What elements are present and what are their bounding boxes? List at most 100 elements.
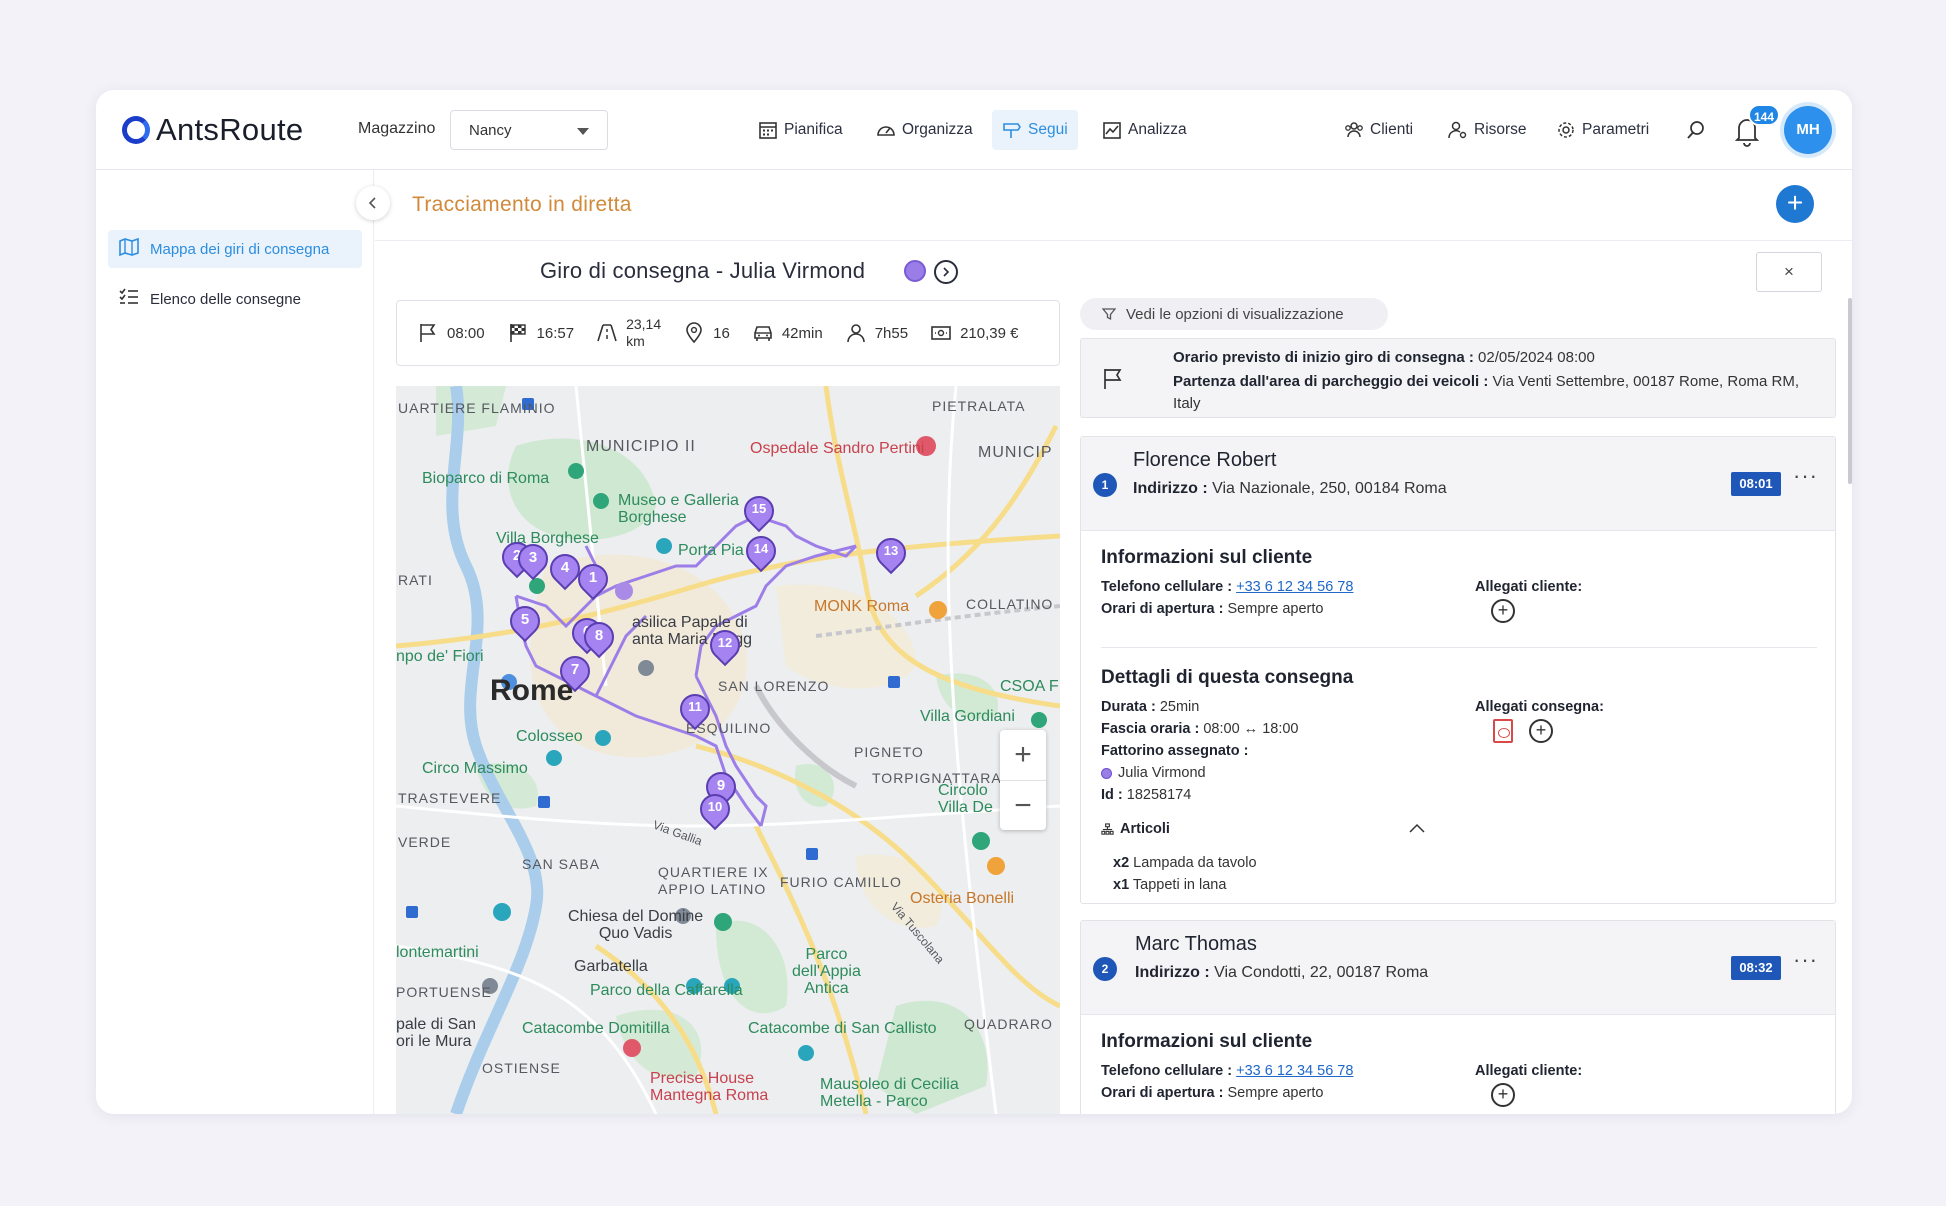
map-stop-pin[interactable]: 7 [553,649,597,694]
nav-organizza[interactable]: Organizza [866,110,983,150]
eta-badge: 08:32 [1731,956,1781,980]
stat-work-time: 7h55 [845,322,908,344]
nav-risorse[interactable]: Risorse [1438,110,1537,150]
map-stop-pin[interactable]: 15 [737,489,781,534]
delivery-card: 1 Florence Robert Indirizzo : Via Nazion… [1080,436,1836,904]
nav-parametri[interactable]: Parametri [1546,110,1659,150]
close-button[interactable]: × [1756,252,1822,292]
pdf-file-icon[interactable] [1493,719,1513,743]
eta-badge: 08:01 [1731,472,1781,496]
stat-cost-value: 210,39 € [960,324,1019,342]
chevron-right-icon [943,267,950,277]
pin-number: 12 [717,635,733,650]
map-stop-pin[interactable]: 3 [511,537,555,582]
warehouse-value: Nancy [469,121,512,139]
map-label-osteria: Osteria Bonelli [910,890,1015,907]
map-label-esquilino: ESQUILINO [686,720,772,736]
add-client-attachment-button[interactable]: + [1491,599,1515,623]
search-button[interactable] [1676,110,1716,150]
nav-pianifica-label: Pianifica [784,121,843,138]
nav-analizza[interactable]: Analizza [1092,110,1197,150]
departure-area: Partenza dall'area di parcheggio dei vei… [1173,371,1813,415]
phone-link[interactable]: +33 6 12 34 56 78 [1236,1063,1354,1079]
flag-icon [420,324,436,342]
map-view[interactable]: UARTIERE FLAMINIO MUNICIPIO II PIETRALAT… [396,386,1060,1114]
nav-segui[interactable]: Segui [992,110,1078,150]
sidebar: Mappa dei giri di consegna Elenco delle … [96,170,374,1114]
map-label-municip: MUNICIP [978,444,1053,461]
sidebar-item-map[interactable]: Mappa dei giri di consegna [108,230,362,268]
articles-toggle[interactable]: Articoli [1101,821,1170,837]
panel-scrollbar[interactable] [1848,298,1852,484]
delivery-card-header[interactable]: 1 Florence Robert Indirizzo : Via Nazion… [1081,437,1835,531]
add-client-attachment-button[interactable]: + [1491,1083,1515,1107]
hours-label: Orari di apertura : [1101,601,1224,617]
map-stop-pin[interactable]: 12 [703,623,747,668]
map-stop-pin[interactable]: 10 [693,787,737,832]
more-options-icon[interactable]: ··· [1793,947,1818,972]
map-stop-pin[interactable]: 13 [869,531,913,576]
map-stop-pin[interactable]: 11 [673,687,717,732]
pin-number: 10 [707,799,723,814]
more-options-icon[interactable]: ··· [1793,463,1818,488]
notifications-badge: 144 [1748,104,1781,126]
map-label-pietralata: PIETRALATA [932,398,1026,414]
map-label-pigneto: PIGNETO [854,744,924,760]
stat-cost: 210,39 € [930,322,1018,344]
hours-row: Orari di apertura : Sempre aperto [1101,1085,1323,1101]
list-icon [118,286,140,312]
add-delivery-attachment-button[interactable]: + [1529,719,1553,743]
map-label-ospedale: Ospedale Sandro Pertini [750,440,925,457]
road-icon [597,324,617,342]
delivery-attachments-label-text: Allegati consegna: [1475,699,1604,715]
next-route-button[interactable] [934,260,958,284]
stat-end-value: 16:57 [536,324,575,342]
map-label-bioparco: Bioparco di Roma [422,470,550,487]
map-label-circolo: Circolo Villa De [938,782,993,816]
sidebar-item-list[interactable]: Elenco delle consegne [108,280,362,318]
map-stop-pin[interactable]: 4 [543,547,587,592]
pin-number: 11 [688,699,702,714]
map-label-parco-caffarella: Parco della Caffarella [590,982,743,999]
customer-address: Indirizzo : Via Nazionale, 250, 00184 Ro… [1133,477,1463,501]
stat-stops-value: 16 [713,324,730,342]
route-stats: 08:00 16:57 23,14 km 16 42min 7h55 210,39… [396,300,1060,366]
logo[interactable]: AntsRoute [122,112,303,148]
client-info-title: Informazioni sul cliente [1101,1031,1313,1052]
zoom-out-button[interactable]: − [1000,780,1046,830]
client-attachments-label: Allegati cliente: [1475,1063,1582,1079]
chevron-up-icon[interactable] [1409,823,1425,833]
stat-end: 16:57 [507,322,575,344]
article-name: Tappeti in lana [1132,877,1227,893]
pin-number: 4 [560,559,570,576]
delivery-card-header[interactable]: 2 Marc Thomas Indirizzo : Via Condotti, … [1081,921,1835,1015]
phone-label: Telefono cellulare : [1101,579,1233,595]
collapse-sidebar-button[interactable] [356,186,390,220]
warehouse-select[interactable]: Nancy [450,110,608,150]
delivery-number: 1 [1093,473,1117,497]
map-stop-pin[interactable]: 8 [577,615,621,660]
add-button[interactable]: + [1776,185,1814,223]
map-label-campo-fiori: npo de' Fiori [396,648,484,665]
zoom-in-button[interactable]: + [1014,738,1032,771]
client-attachments-label-text: Allegati cliente: [1475,1063,1583,1079]
nav-clienti[interactable]: Clienti [1334,110,1423,150]
distance-number: 23,14 [626,316,662,332]
map-label-quadraro: QUADRARO [964,1016,1053,1032]
map-stop-pin[interactable]: 9 [699,765,743,810]
map-label-san-saba: SAN SABA [522,856,601,872]
map-stop-pin[interactable]: 1 [571,557,615,602]
departure-start: Orario previsto di inizio giro di conseg… [1173,349,1595,366]
stat-distance-value: 23,14 km [626,316,661,350]
map-zoom-control: + − [1000,730,1046,830]
map-stop-pin[interactable]: 14 [739,529,783,574]
map-stop-pin[interactable]: 5 [503,599,547,644]
stat-stops: 16 [683,322,730,344]
phone-link[interactable]: +33 6 12 34 56 78 [1236,579,1354,595]
logo-text: AntsRoute [156,112,304,147]
view-options-button[interactable]: Vedi le opzioni di visualizzazione [1080,298,1388,330]
nav-parametri-label: Parametri [1582,121,1650,138]
map-label-monk: MONK Roma [814,598,910,615]
avatar[interactable]: MH [1784,106,1832,154]
nav-pianifica[interactable]: Pianifica [748,110,853,150]
